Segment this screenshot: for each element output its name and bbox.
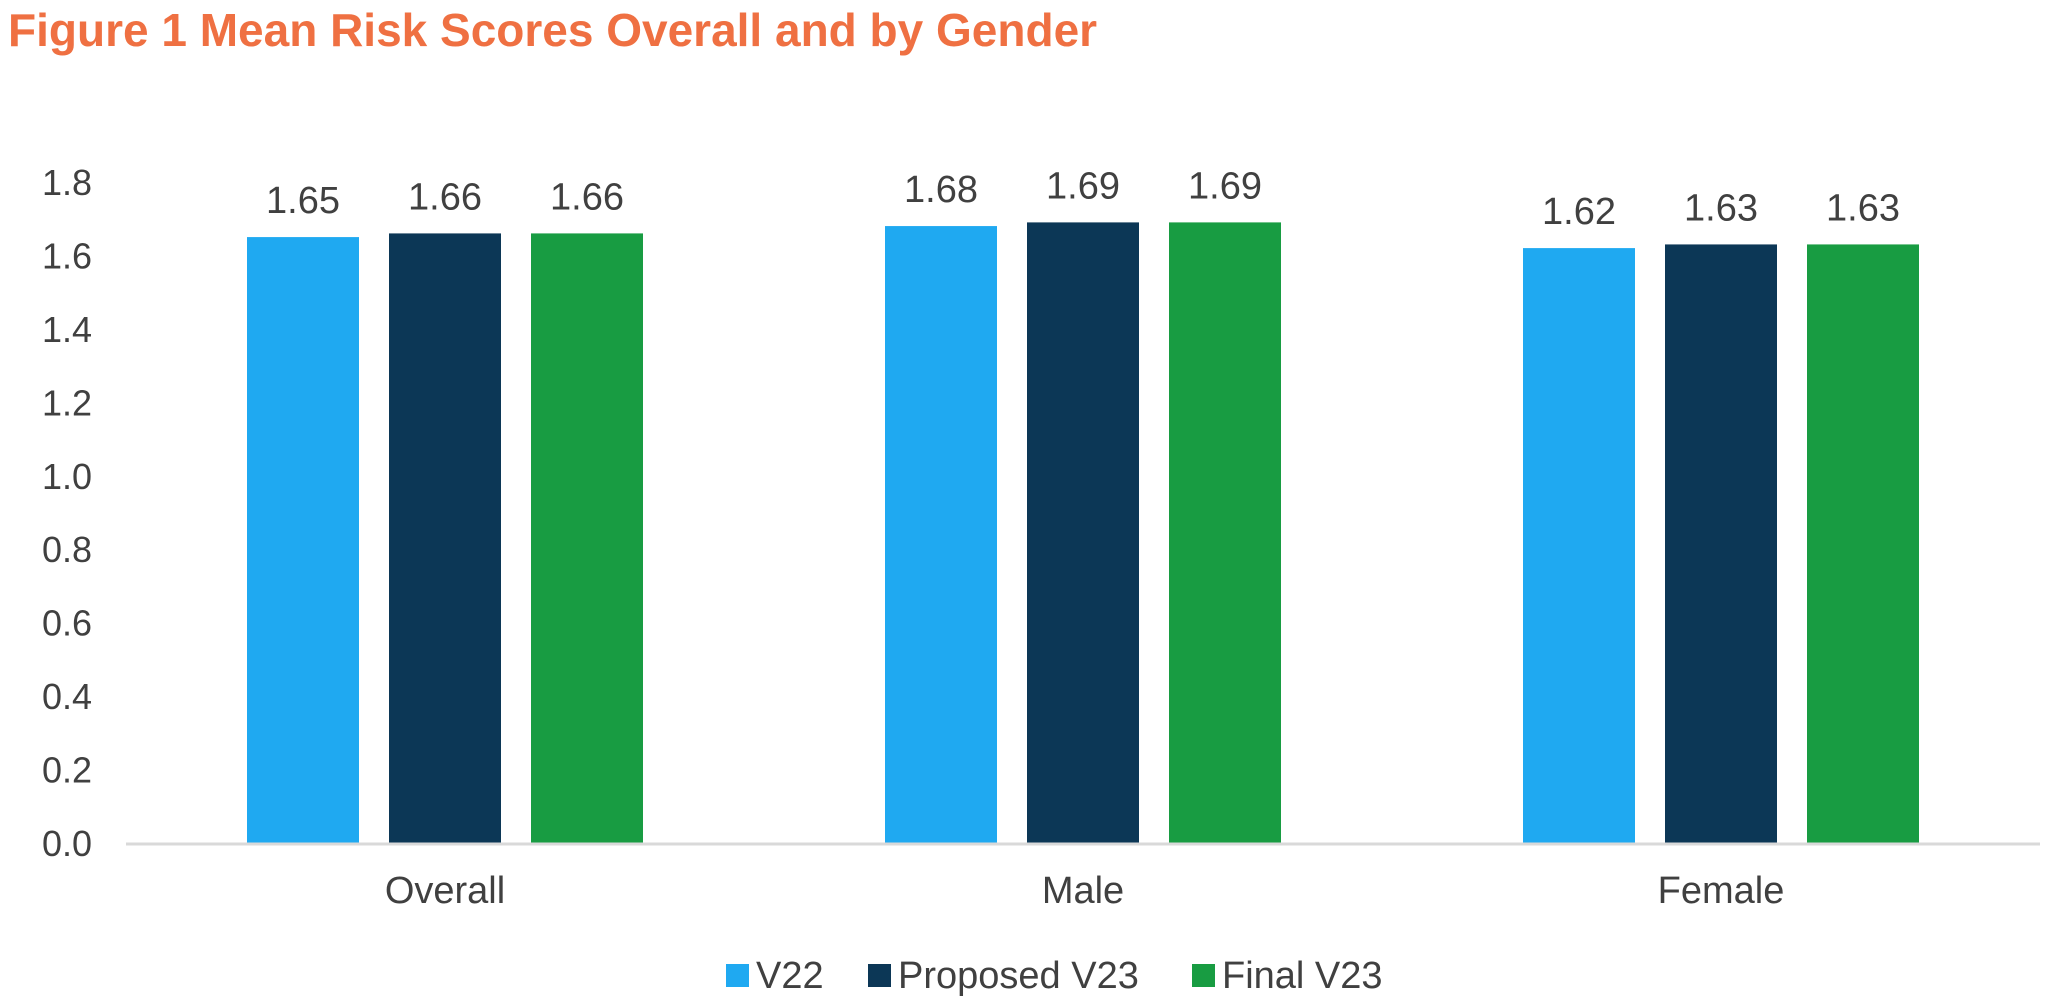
y-tick-label: 1.8 xyxy=(42,162,92,203)
x-axis: Overall Male Female xyxy=(126,842,2040,912)
figure-title: Figure 1 Mean Risk Scores Overall and by… xyxy=(8,4,1098,56)
data-label: 1.66 xyxy=(550,176,624,218)
y-tick-label: 0.8 xyxy=(42,529,92,570)
y-tick-label: 0.4 xyxy=(42,676,92,717)
data-label: 1.69 xyxy=(1046,165,1120,207)
data-label: 1.68 xyxy=(904,169,978,211)
y-tick-label: 1.2 xyxy=(42,382,92,423)
bar xyxy=(247,237,359,844)
x-category-label: Female xyxy=(1658,870,1785,912)
y-tick-label: 1.0 xyxy=(42,456,92,497)
y-tick-label: 0.0 xyxy=(42,823,92,864)
data-label-group: 1.65 1.66 1.66 1.68 1.69 1.69 1.62 1.63 1.63 xyxy=(266,165,1900,233)
bar xyxy=(1169,222,1281,844)
data-label: 1.66 xyxy=(408,176,482,218)
legend-swatch xyxy=(1192,964,1215,987)
data-label: 1.62 xyxy=(1542,191,1616,233)
bar xyxy=(885,226,997,844)
bar xyxy=(531,233,643,843)
legend-swatch xyxy=(868,964,891,987)
legend: V22 Proposed V23 Final V23 xyxy=(726,955,1383,997)
legend-label: Final V23 xyxy=(1222,955,1383,997)
y-tick-label: 0.6 xyxy=(42,603,92,644)
data-label: 1.65 xyxy=(266,180,340,222)
y-axis: 0.0 0.2 0.4 0.6 0.8 1.0 1.2 1.4 1.6 1.8 xyxy=(42,162,92,864)
bar-series-group xyxy=(247,222,1919,844)
y-tick-label: 1.4 xyxy=(42,309,92,350)
bar xyxy=(1807,244,1919,843)
legend-label: Proposed V23 xyxy=(898,955,1139,997)
legend-swatch xyxy=(726,964,749,987)
bar xyxy=(1523,248,1635,844)
data-label: 1.63 xyxy=(1684,187,1758,229)
bar xyxy=(389,233,501,843)
data-label: 1.69 xyxy=(1188,165,1262,207)
x-category-label: Overall xyxy=(385,870,505,912)
x-category-label: Male xyxy=(1042,870,1124,912)
legend-label: V22 xyxy=(756,955,824,997)
bar xyxy=(1665,244,1777,843)
y-tick-label: 0.2 xyxy=(42,750,92,791)
data-label: 1.63 xyxy=(1826,187,1900,229)
y-tick-label: 1.6 xyxy=(42,235,92,276)
bar xyxy=(1027,222,1139,844)
